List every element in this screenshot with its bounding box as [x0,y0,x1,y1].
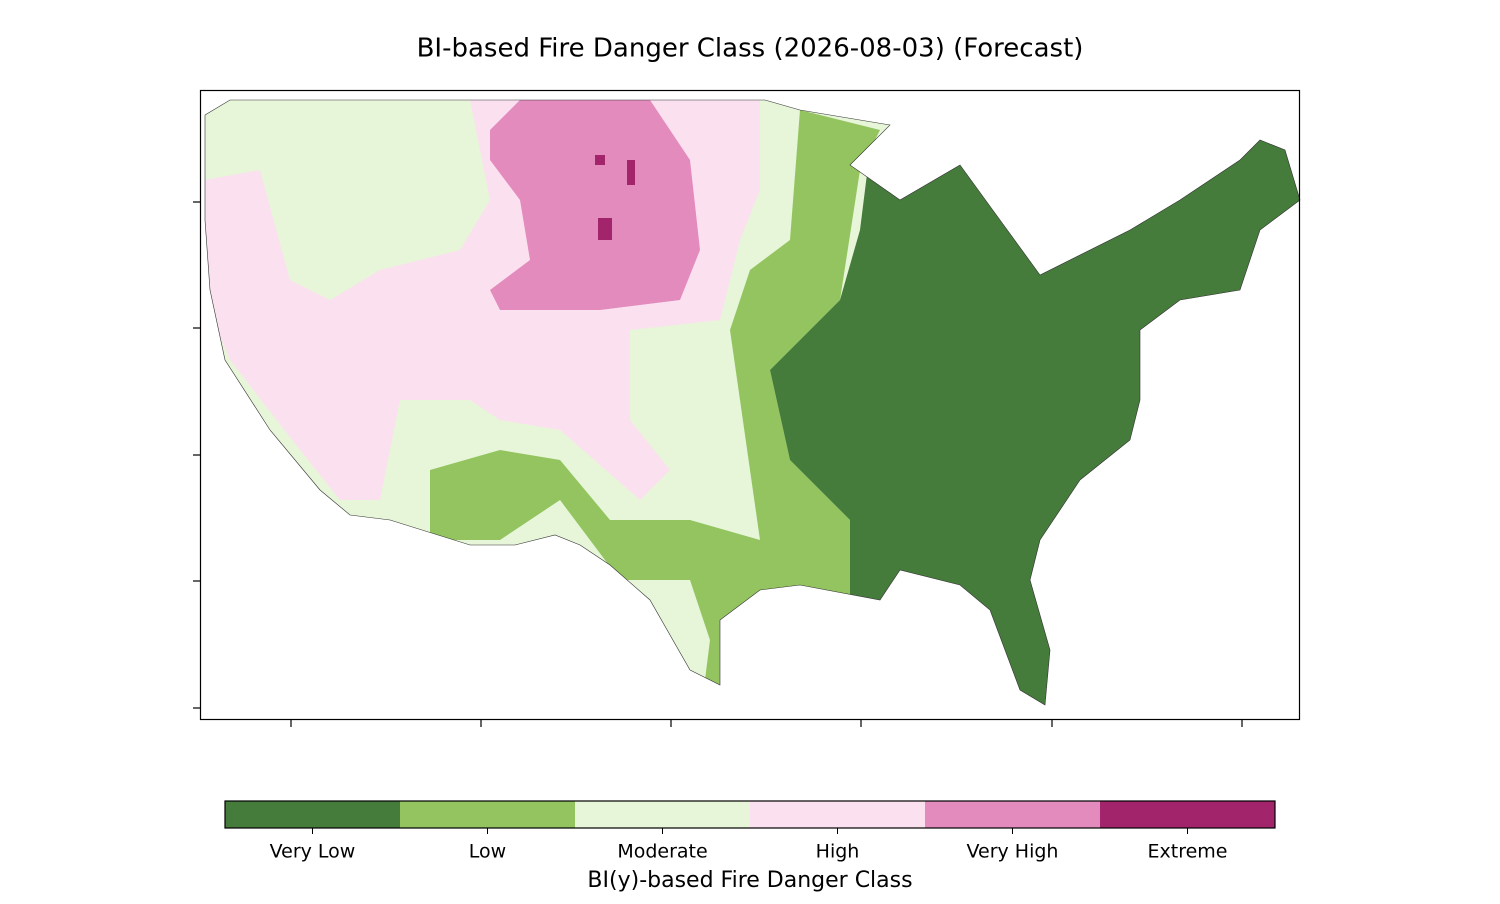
colorbar-swatch [1100,801,1275,828]
colorbar-tick-label: Moderate [617,841,707,863]
colorbar-tick-label: High [816,841,860,863]
colorbar-tick-label: Extreme [1148,841,1228,863]
map-frame [199,89,1301,721]
colorbar-swatch [225,801,400,828]
colorbar-swatch [575,801,750,828]
colorbar-swatch [750,801,925,828]
colorbar-tick-label: Very High [967,841,1059,863]
frame-ticks [193,201,1243,727]
region [430,110,880,705]
region [598,218,612,240]
colorbar-swatch [400,801,575,828]
region [595,155,605,165]
colorbar-swatch [925,801,1100,828]
region [490,100,700,310]
colorbar: Very Low Low Moderate High Very High Extreme [224,800,1276,863]
coastline [204,99,1301,706]
colorbar-tick-label: Low [469,841,506,863]
colorbar-frame [224,800,1276,829]
colorbar-label: BI(y)-based Fire Danger Class [587,868,912,893]
map [205,100,1300,705]
region [627,160,635,185]
map-title: BI-based Fire Danger Class (2026-08-03) … [417,34,1084,64]
colorbar-tick-label: Very Low [270,841,356,863]
